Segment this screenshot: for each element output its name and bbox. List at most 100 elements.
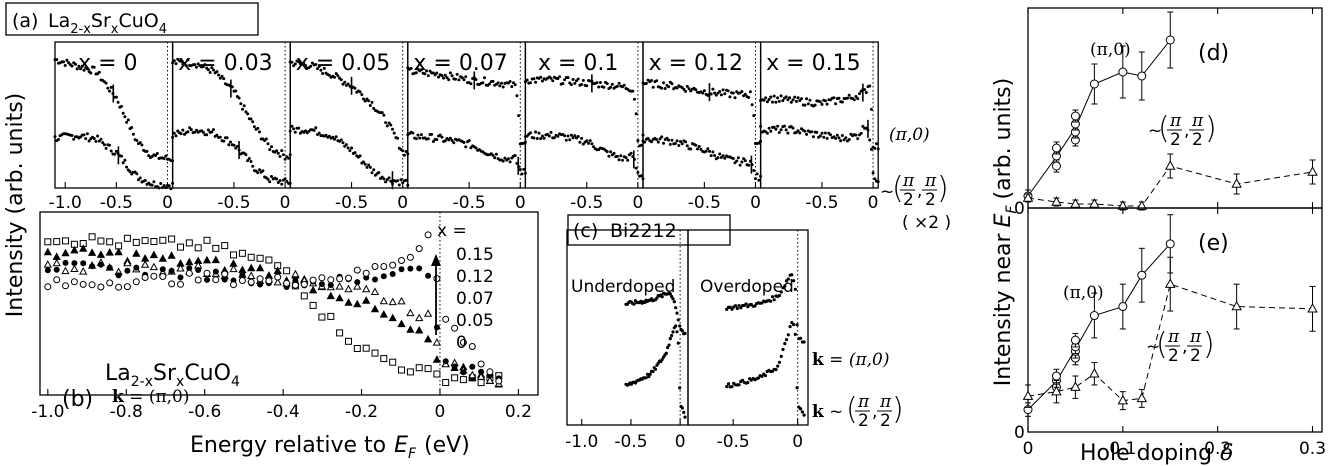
- data-point: [731, 157, 735, 160]
- data-point: [783, 342, 787, 346]
- data-point: [615, 84, 619, 88]
- data-point: [1307, 302, 1318, 313]
- upper-spectrum: [523, 75, 645, 148]
- data-point: [256, 275, 264, 283]
- x-tick-label: -0.5: [614, 432, 647, 452]
- data-point: [759, 124, 763, 128]
- data-point: [840, 100, 844, 104]
- data-point: [389, 271, 396, 277]
- data-point: [358, 90, 362, 94]
- data-point: [125, 165, 129, 169]
- series-0.12: [43, 244, 503, 388]
- x-tick-label: 0: [750, 193, 761, 213]
- data-point: [141, 237, 149, 245]
- data-point: [377, 171, 381, 174]
- data-point: [133, 264, 140, 271]
- data-point: [415, 364, 423, 372]
- data-point: [670, 82, 674, 86]
- data-point: [380, 263, 388, 270]
- data-point: [435, 138, 439, 142]
- data-point: [418, 136, 422, 140]
- data-point: [398, 266, 405, 273]
- data-point: [760, 374, 764, 378]
- data-point: [769, 95, 773, 99]
- data-point: [547, 134, 551, 138]
- data-point: [501, 159, 505, 163]
- svg-text:,: ,: [917, 181, 922, 201]
- data-point: [406, 253, 414, 261]
- data-point: [312, 128, 316, 132]
- data-point: [384, 180, 388, 184]
- label-pi2-pi2: ~ ( π 2 , π 2 ): [880, 171, 949, 210]
- data-point: [246, 159, 250, 163]
- data-point: [632, 302, 636, 306]
- data-point: [563, 134, 567, 138]
- data-point: [123, 234, 131, 242]
- data-point: [581, 78, 585, 82]
- data-point: [711, 150, 715, 154]
- data-point: [673, 142, 677, 145]
- legend-0.05: 0.05: [456, 311, 494, 331]
- svg-text:): ): [1205, 111, 1217, 146]
- data-point: [80, 260, 87, 267]
- subpanel-frame: [759, 41, 879, 189]
- data-point: [1022, 192, 1034, 202]
- data-point: [406, 325, 415, 333]
- data-point: [266, 142, 270, 146]
- data-point: [674, 324, 678, 328]
- data-point: [520, 172, 524, 176]
- data-point: [854, 95, 858, 98]
- panel-c-subpanel-0: Underdoped -1.0 -0.5 0: [565, 229, 689, 452]
- panel-b-frame: [39, 211, 539, 396]
- data-point: [125, 120, 129, 124]
- upper-spectrum: [641, 78, 763, 145]
- data-point: [1165, 278, 1176, 288]
- data-point: [108, 89, 111, 93]
- data-point: [176, 263, 185, 272]
- panel-d: 0: [1014, 7, 1323, 219]
- data-point: [80, 64, 84, 68]
- data-point: [334, 135, 338, 139]
- data-point: [120, 154, 123, 158]
- legend-0.07: 0.07: [456, 289, 494, 309]
- data-point: [869, 147, 873, 151]
- data-point: [333, 75, 336, 79]
- data-point: [102, 143, 106, 147]
- data-point: [336, 275, 344, 283]
- data-point: [675, 139, 679, 143]
- data-point: [537, 131, 541, 135]
- data-point: [450, 139, 454, 142]
- data-point: [730, 385, 734, 389]
- panel-b: -1.0 -0.8 -0.6 -0.4 -0.2 0 0.2: [31, 211, 539, 422]
- data-point: [820, 102, 824, 106]
- data-point: [121, 161, 125, 165]
- data-point: [1070, 198, 1081, 208]
- data-point: [423, 334, 433, 343]
- data-point: [662, 141, 665, 145]
- legend-title: x =: [437, 221, 467, 241]
- legend-0: 0: [456, 333, 467, 353]
- data-point: [783, 284, 787, 288]
- data-point: [501, 85, 505, 89]
- data-point: [70, 264, 79, 272]
- data-point: [869, 107, 873, 111]
- lower-spectrum: [171, 126, 292, 186]
- data-point: [786, 131, 790, 135]
- data-point: [389, 179, 393, 183]
- data-point: [508, 80, 512, 83]
- lower-spectrum: [288, 124, 410, 187]
- data-point: [140, 260, 150, 268]
- data-point: [205, 133, 209, 137]
- data-point: [534, 130, 538, 134]
- data-point: [846, 96, 849, 100]
- panel-a-header: (a) La2-xSrxCuO4: [5, 2, 259, 37]
- data-point: [468, 343, 476, 350]
- data-point: [283, 267, 291, 275]
- data-point: [667, 343, 671, 347]
- data-point: [503, 156, 507, 160]
- data-point: [123, 258, 132, 267]
- data-point: [757, 178, 761, 182]
- data-point: [293, 130, 297, 134]
- data-point: [795, 386, 799, 390]
- x-tick-label: -0.2: [345, 402, 378, 422]
